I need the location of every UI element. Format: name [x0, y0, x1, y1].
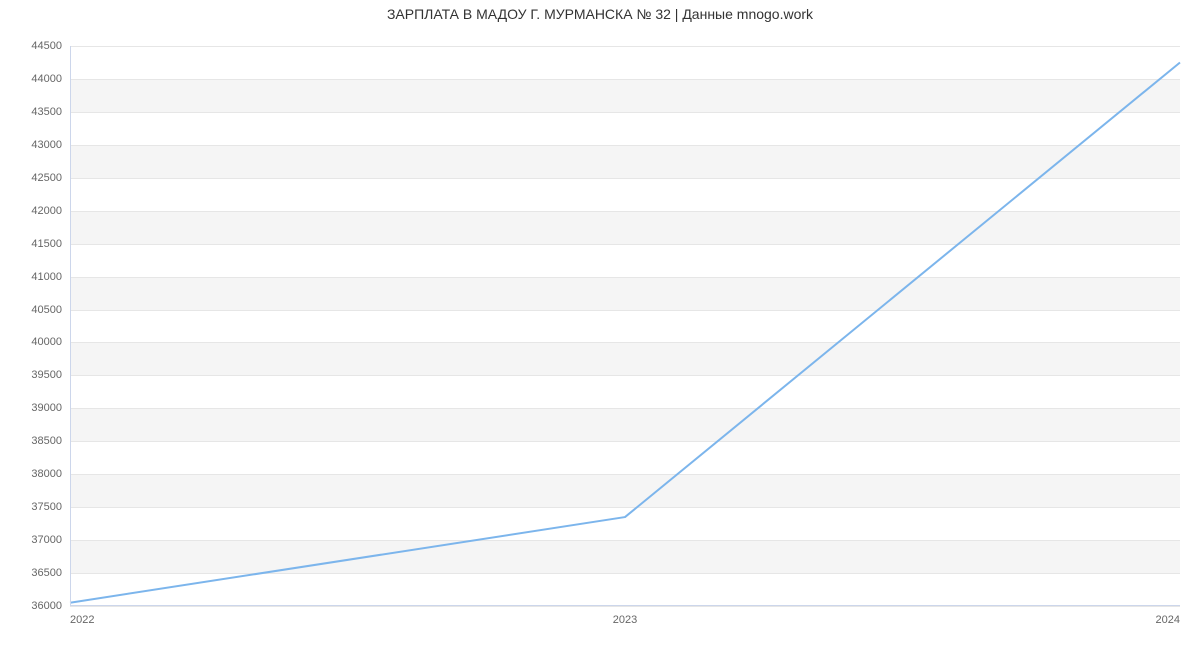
y-axis-tick-label: 37500: [31, 501, 62, 513]
data-line: [70, 46, 1180, 606]
y-axis-tick-label: 38500: [31, 435, 62, 447]
y-axis-tick-label: 42500: [31, 172, 62, 184]
y-gridline: [70, 606, 1180, 607]
salary-line-chart: ЗАРПЛАТА В МАДОУ Г. МУРМАНСКА № 32 | Дан…: [0, 0, 1200, 650]
y-axis-tick-label: 44000: [31, 73, 62, 85]
y-axis-tick-label: 42000: [31, 205, 62, 217]
y-axis-tick-label: 41500: [31, 238, 62, 250]
series-line: [70, 62, 1180, 602]
x-axis-tick-label: 2022: [70, 614, 94, 626]
y-axis-tick-label: 43500: [31, 106, 62, 118]
x-axis-tick-label: 2024: [1156, 614, 1180, 626]
x-axis-tick-label: 2023: [613, 614, 637, 626]
y-axis-tick-label: 40500: [31, 304, 62, 316]
plot-area: 3600036500370003750038000385003900039500…: [70, 46, 1180, 606]
y-axis-tick-label: 44500: [31, 40, 62, 52]
y-axis-tick-label: 38000: [31, 468, 62, 480]
chart-title: ЗАРПЛАТА В МАДОУ Г. МУРМАНСКА № 32 | Дан…: [0, 6, 1200, 22]
y-axis-tick-label: 37000: [31, 534, 62, 546]
y-axis-tick-label: 36500: [31, 567, 62, 579]
y-axis-tick-label: 36000: [31, 600, 62, 612]
y-axis-tick-label: 39500: [31, 369, 62, 381]
y-axis-tick-label: 43000: [31, 139, 62, 151]
y-axis-tick-label: 40000: [31, 336, 62, 348]
y-axis-tick-label: 41000: [31, 271, 62, 283]
y-axis-tick-label: 39000: [31, 402, 62, 414]
